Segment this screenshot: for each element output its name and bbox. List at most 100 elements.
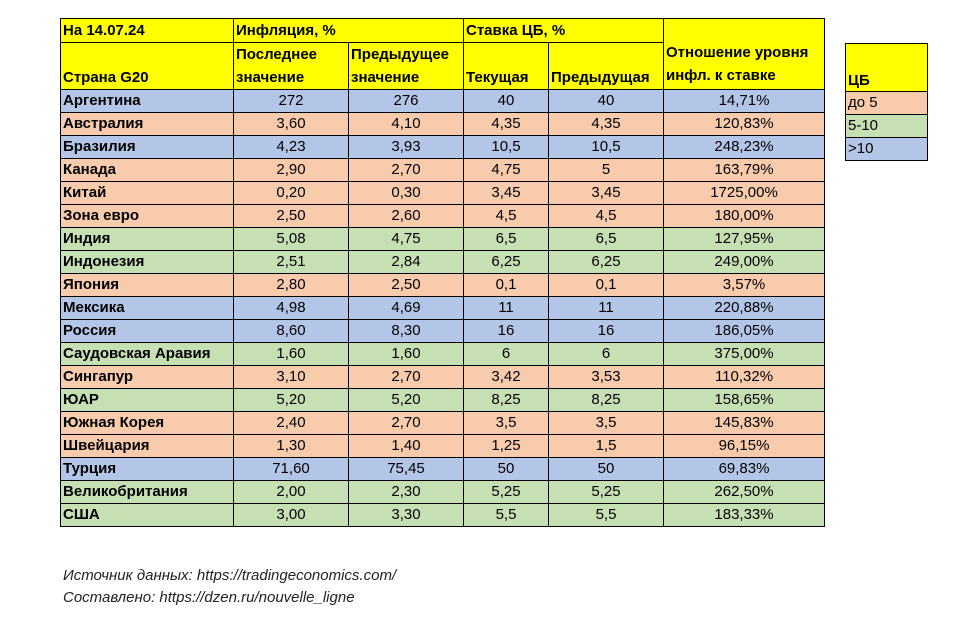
last-inflation-cell: 2,40 — [233, 411, 349, 435]
country-cell: Индонезия — [60, 250, 234, 274]
inflation-group-header: Инфляция, % — [233, 18, 464, 43]
current-rate-cell: 1,25 — [463, 434, 549, 458]
prev-inflation-cell: 0,30 — [348, 181, 464, 205]
ratio-cell: 96,15% — [663, 434, 825, 458]
prev-inflation-cell: 5,20 — [348, 388, 464, 412]
last-value-header: Последнее значение — [233, 42, 349, 90]
ratio-cell: 158,65% — [663, 388, 825, 412]
ratio-cell: 127,95% — [663, 227, 825, 251]
source-note: Источник данных: https://tradingeconomic… — [63, 567, 397, 584]
last-value-header-line2: значение — [236, 69, 305, 86]
prev-inflation-cell: 2,30 — [348, 480, 464, 504]
ratio-cell: 69,83% — [663, 457, 825, 481]
country-cell: Канада — [60, 158, 234, 182]
ratio-cell: 248,23% — [663, 135, 825, 159]
country-cell: Бразилия — [60, 135, 234, 159]
table-row: Сингапур 3,10 2,70 3,42 3,53 110,32% — [60, 365, 825, 389]
current-rate-cell: 5,25 — [463, 480, 549, 504]
prev-value-header-line2: значение — [351, 69, 420, 86]
inflation-rate-table: На 14.07.24 Инфляция, % Ставка ЦБ, % Отн… — [60, 18, 825, 527]
last-inflation-cell: 0,20 — [233, 181, 349, 205]
ratio-cell: 120,83% — [663, 112, 825, 136]
country-cell: Южная Корея — [60, 411, 234, 435]
previous-rate-cell: 4,5 — [548, 204, 664, 228]
legend-row: 5-10 — [845, 114, 928, 138]
prev-inflation-cell: 2,50 — [348, 273, 464, 297]
legend-table: ЦБ до 5 5-10 >10 — [845, 43, 928, 161]
ratio-cell: 3,57% — [663, 273, 825, 297]
previous-rate-cell: 0,1 — [548, 273, 664, 297]
current-rate-cell: 4,5 — [463, 204, 549, 228]
last-inflation-cell: 3,00 — [233, 503, 349, 527]
table-row: Великобритания 2,00 2,30 5,25 5,25 262,50% — [60, 480, 825, 504]
prev-inflation-cell: 2,70 — [348, 158, 464, 182]
country-cell: ЮАР — [60, 388, 234, 412]
last-inflation-cell: 2,00 — [233, 480, 349, 504]
last-inflation-cell: 2,50 — [233, 204, 349, 228]
country-cell: Турция — [60, 457, 234, 481]
ratio-cell: 375,00% — [663, 342, 825, 366]
last-inflation-cell: 5,08 — [233, 227, 349, 251]
current-rate-cell: 0,1 — [463, 273, 549, 297]
ratio-cell: 1725,00% — [663, 181, 825, 205]
prev-inflation-cell: 4,69 — [348, 296, 464, 320]
prev-inflation-cell: 8,30 — [348, 319, 464, 343]
current-rate-cell: 3,5 — [463, 411, 549, 435]
prev-inflation-cell: 1,40 — [348, 434, 464, 458]
current-rate-cell: 4,75 — [463, 158, 549, 182]
last-inflation-cell: 2,51 — [233, 250, 349, 274]
table-row: Саудовская Аравия 1,60 1,60 6 6 375,00% — [60, 342, 825, 366]
current-rate-cell: 3,42 — [463, 365, 549, 389]
current-rate-cell: 11 — [463, 296, 549, 320]
legend-item-high: >10 — [845, 137, 928, 161]
ratio-cell: 249,00% — [663, 250, 825, 274]
prev-inflation-cell: 4,75 — [348, 227, 464, 251]
current-rate-cell: 50 — [463, 457, 549, 481]
prev-inflation-cell: 3,30 — [348, 503, 464, 527]
last-value-header-line1: Последнее — [236, 46, 318, 63]
ratio-cell: 180,00% — [663, 204, 825, 228]
ratio-cell: 220,88% — [663, 296, 825, 320]
previous-rate-cell: 6 — [548, 342, 664, 366]
legend-header-row: ЦБ — [845, 43, 928, 92]
previous-rate-cell: 10,5 — [548, 135, 664, 159]
table-row: Бразилия 4,23 3,93 10,5 10,5 248,23% — [60, 135, 825, 159]
current-rate-cell: 10,5 — [463, 135, 549, 159]
previous-rate-cell: 6,5 — [548, 227, 664, 251]
country-cell: Австралия — [60, 112, 234, 136]
table-row: Аргентина 272 276 40 40 14,71% — [60, 89, 825, 113]
previous-rate-cell: 5,25 — [548, 480, 664, 504]
prev-inflation-cell: 2,60 — [348, 204, 464, 228]
footer: Источник данных: https://tradingeconomic… — [63, 565, 396, 609]
country-cell: Саудовская Аравия — [60, 342, 234, 366]
table-row: Китай 0,20 0,30 3,45 3,45 1725,00% — [60, 181, 825, 205]
table-row: Япония 2,80 2,50 0,1 0,1 3,57% — [60, 273, 825, 297]
ratio-cell: 163,79% — [663, 158, 825, 182]
previous-rate-cell: 3,53 — [548, 365, 664, 389]
last-inflation-cell: 1,60 — [233, 342, 349, 366]
table-row: Австралия 3,60 4,10 4,35 4,35 120,83% — [60, 112, 825, 136]
prev-inflation-cell: 3,93 — [348, 135, 464, 159]
last-inflation-cell: 5,20 — [233, 388, 349, 412]
country-cell: Россия — [60, 319, 234, 343]
current-rate-cell: 4,35 — [463, 112, 549, 136]
country-header: Страна G20 — [60, 42, 234, 90]
current-rate-header: Текущая — [463, 42, 549, 90]
table-row: Индия 5,08 4,75 6,5 6,5 127,95% — [60, 227, 825, 251]
prev-inflation-cell: 2,70 — [348, 411, 464, 435]
last-inflation-cell: 2,80 — [233, 273, 349, 297]
ratio-header: Отношение уровня инфл. к ставке — [663, 18, 825, 90]
legend-row: до 5 — [845, 91, 928, 115]
country-cell: Китай — [60, 181, 234, 205]
previous-rate-cell: 6,25 — [548, 250, 664, 274]
last-inflation-cell: 1,30 — [233, 434, 349, 458]
ratio-header-line1: Отношение уровня — [666, 44, 809, 61]
prev-inflation-cell: 2,84 — [348, 250, 464, 274]
prev-value-header: Предыдущее значение — [348, 42, 464, 90]
last-inflation-cell: 3,60 — [233, 112, 349, 136]
table-row: Канада 2,90 2,70 4,75 5 163,79% — [60, 158, 825, 182]
ratio-cell: 110,32% — [663, 365, 825, 389]
legend-title: ЦБ — [845, 43, 928, 92]
table-row: Швейцария 1,30 1,40 1,25 1,5 96,15% — [60, 434, 825, 458]
ratio-cell: 262,50% — [663, 480, 825, 504]
